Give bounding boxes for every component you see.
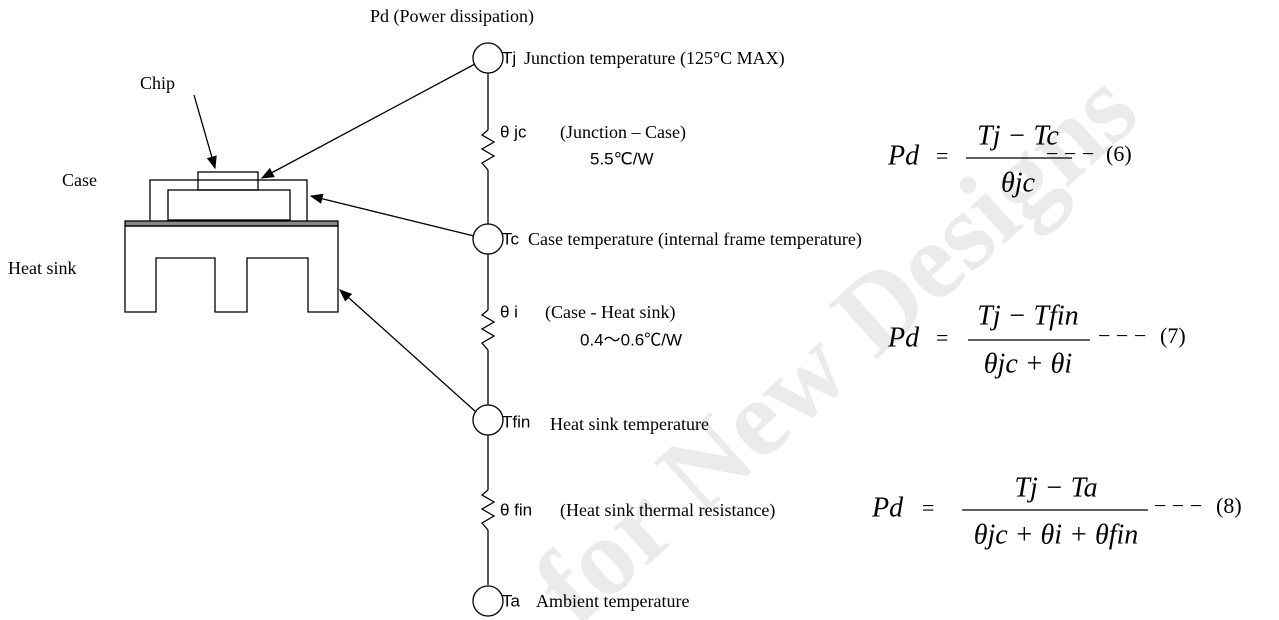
node-label: Junction temperature (125°C MAX) [524,48,785,69]
node-label: Case temperature (internal frame tempera… [528,229,862,250]
chip-label: Chip [140,73,175,93]
node [472,42,504,74]
package [124,171,339,313]
equation-number: (8) [1216,493,1242,518]
resistor-value: 5.5℃/W [590,149,654,168]
case-label: Case [62,170,97,190]
leader: − − − [1098,323,1146,348]
chip [197,171,259,191]
lhs: Pd [887,322,920,353]
node-symbol: Tj [502,48,516,67]
heat-sink [124,225,339,313]
title: Pd (Power dissipation) [370,6,534,27]
resistor-label: (Heat sink thermal resistance) [560,500,775,521]
arrow [339,289,477,413]
numerator: Tj − Ta [1014,472,1097,503]
numerator: Tj − Tc [977,120,1059,151]
frame [167,189,291,221]
node-symbol: Ta [502,591,521,610]
case-outline [149,179,308,223]
arrow [260,63,476,179]
numerator: Tj − Tfin [977,300,1078,331]
leader: − − − [1154,493,1202,518]
resistor-label: (Case - Heat sink) [545,302,675,323]
node-label: Heat sink temperature [550,414,709,434]
equation: Pd = Tj − Tc θjc − − − (6) [887,120,1132,198]
resistor-label: (Junction – Case) [560,122,686,143]
equation-number: (6) [1106,141,1132,166]
leader: − − − [1046,141,1094,166]
node [472,404,504,436]
relation: = [922,495,934,520]
node-label: Ambient temperature [536,591,689,611]
denominator: θjc [1001,167,1036,198]
relation: = [936,325,948,350]
node [472,223,504,255]
resistor-symbol: θ i [500,302,518,321]
heat-sink-label: Heat sink [8,258,76,278]
arrow [309,193,475,237]
node [472,585,504,617]
resistor [480,309,496,351]
resistor [480,489,496,531]
circuit [472,42,504,617]
equation: Pd = Tj − Ta θjc + θi + θfin − − − (8) [871,472,1242,550]
lhs: Pd [887,140,920,171]
lhs: Pd [871,492,904,523]
thermal-pad [124,220,339,227]
resistor-value: 0.4～0.6℃/W [580,330,682,349]
node-symbol: Tc [502,229,520,248]
node-symbol: Tfin [502,412,530,431]
denominator: θjc + θi + θfin [974,519,1139,550]
denominator: θjc + θi [984,348,1072,379]
resistor-symbol: θ jc [500,122,527,141]
resistor-symbol: θ fin [500,500,532,519]
arrow [193,94,217,170]
resistor [480,129,496,171]
equation-number: (7) [1160,323,1186,348]
equation: Pd = Tj − Tfin θjc + θi − − − (7) [887,300,1186,379]
relation: = [936,143,948,168]
